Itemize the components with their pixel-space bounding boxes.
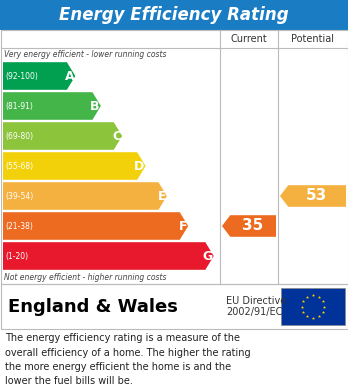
- Text: 53: 53: [306, 188, 327, 203]
- Text: (39-54): (39-54): [5, 192, 33, 201]
- Text: (55-68): (55-68): [5, 161, 33, 170]
- Text: overall efficiency of a home. The higher the rating: overall efficiency of a home. The higher…: [5, 348, 251, 357]
- Text: (92-100): (92-100): [5, 72, 38, 81]
- Polygon shape: [3, 92, 101, 120]
- Text: C: C: [112, 129, 121, 142]
- Text: 35: 35: [242, 219, 263, 233]
- Polygon shape: [3, 152, 145, 180]
- Text: (69-80): (69-80): [5, 131, 33, 140]
- Polygon shape: [3, 212, 188, 240]
- Text: A: A: [65, 70, 74, 83]
- Text: G: G: [203, 249, 213, 262]
- Polygon shape: [280, 185, 346, 207]
- Text: Current: Current: [231, 34, 267, 44]
- Text: E: E: [157, 190, 166, 203]
- Text: The energy efficiency rating is a measure of the: The energy efficiency rating is a measur…: [5, 333, 240, 343]
- Text: Potential: Potential: [292, 34, 334, 44]
- Bar: [0, 284, 348, 329]
- Polygon shape: [3, 242, 214, 270]
- Text: (21-38): (21-38): [5, 221, 33, 231]
- Text: England & Wales: England & Wales: [8, 298, 178, 316]
- Text: the more energy efficient the home is and the: the more energy efficient the home is an…: [5, 362, 231, 372]
- Bar: [0, 30, 348, 284]
- Text: Very energy efficient - lower running costs: Very energy efficient - lower running co…: [4, 50, 166, 59]
- Polygon shape: [222, 215, 276, 237]
- Text: (1-20): (1-20): [5, 251, 28, 260]
- Text: 2002/91/EC: 2002/91/EC: [226, 307, 282, 317]
- Text: F: F: [179, 219, 187, 233]
- Bar: [0, 0, 348, 30]
- Polygon shape: [3, 122, 122, 150]
- Text: D: D: [134, 160, 144, 172]
- Text: B: B: [90, 99, 100, 113]
- Text: lower the fuel bills will be.: lower the fuel bills will be.: [5, 377, 133, 386]
- Text: (81-91): (81-91): [5, 102, 33, 111]
- Polygon shape: [3, 62, 75, 90]
- Bar: [281, 288, 345, 325]
- Text: Not energy efficient - higher running costs: Not energy efficient - higher running co…: [4, 273, 166, 282]
- Text: EU Directive: EU Directive: [226, 296, 286, 306]
- Polygon shape: [3, 182, 167, 210]
- Text: Energy Efficiency Rating: Energy Efficiency Rating: [59, 6, 289, 24]
